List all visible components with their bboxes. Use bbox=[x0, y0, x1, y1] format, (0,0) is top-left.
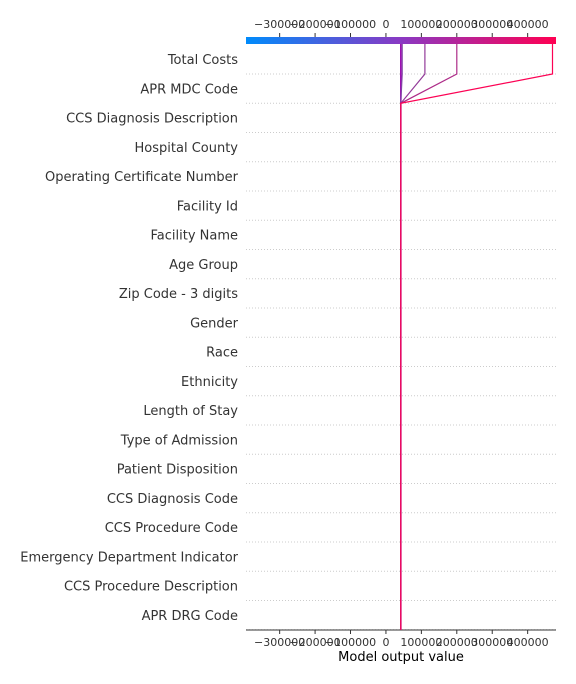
top-tick-label: −200000 bbox=[289, 18, 340, 31]
decision-line bbox=[400, 44, 426, 630]
feature-label: Emergency Department Indicator bbox=[20, 550, 238, 565]
feature-label: Age Group bbox=[169, 258, 238, 273]
bottom-tick-label: −300000 bbox=[254, 636, 305, 649]
feature-label: Facility Id bbox=[177, 199, 238, 214]
feature-labels: Total Costs APR MDC Code CCS Diagnosis Des… bbox=[20, 53, 238, 624]
top-tick-label: 100000 bbox=[400, 18, 442, 31]
top-tick-label: −300000 bbox=[254, 18, 305, 31]
bottom-tick-label: −200000 bbox=[289, 636, 340, 649]
decision-line bbox=[400, 44, 458, 630]
feature-label: Facility Name bbox=[150, 229, 238, 244]
feature-label: Type of Admission bbox=[120, 433, 238, 448]
feature-label: Patient Disposition bbox=[117, 463, 238, 478]
decision-line bbox=[400, 44, 554, 630]
feature-label: Gender bbox=[190, 316, 239, 331]
feature-label: CCS Diagnosis Description bbox=[66, 112, 238, 127]
x-axis-label: Model output value bbox=[338, 650, 464, 665]
color-bar bbox=[246, 37, 556, 44]
top-tick-label: 0 bbox=[382, 18, 389, 31]
bottom-tick-label: 0 bbox=[382, 636, 389, 649]
feature-label: CCS Procedure Description bbox=[64, 580, 238, 595]
feature-label: Race bbox=[206, 346, 238, 361]
feature-label: Hospital County bbox=[135, 141, 239, 156]
bottom-tick-label: 300000 bbox=[471, 636, 513, 649]
bottom-tick-label: 100000 bbox=[400, 636, 442, 649]
feature-label: Length of Stay bbox=[143, 404, 238, 419]
top-tick-label: 300000 bbox=[471, 18, 513, 31]
feature-label: Zip Code - 3 digits bbox=[119, 287, 238, 302]
feature-label: APR DRG Code bbox=[142, 609, 238, 624]
feature-label: APR MDC Code bbox=[140, 82, 238, 97]
feature-label: Total Costs bbox=[167, 53, 238, 68]
feature-label: CCS Procedure Code bbox=[105, 521, 238, 536]
top-tick-label: 400000 bbox=[507, 18, 549, 31]
decision-lines bbox=[400, 44, 554, 630]
top-tick-label: −100000 bbox=[325, 18, 376, 31]
bottom-tick-label: 400000 bbox=[507, 636, 549, 649]
feature-label: Ethnicity bbox=[181, 375, 238, 390]
bottom-tick-label: −100000 bbox=[325, 636, 376, 649]
feature-label: CCS Diagnosis Code bbox=[107, 492, 238, 507]
bottom-tick-label: 200000 bbox=[436, 636, 478, 649]
top-tick-label: 200000 bbox=[436, 18, 478, 31]
feature-label: Operating Certificate Number bbox=[45, 170, 239, 185]
